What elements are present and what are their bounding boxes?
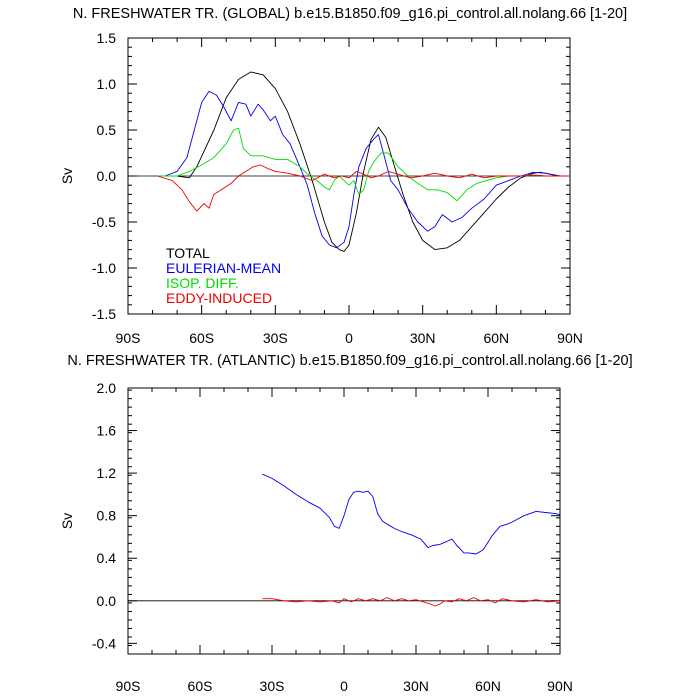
- y-tick-label: 1.6: [97, 423, 117, 439]
- x-tick-label: 60S: [189, 330, 214, 346]
- x-tick-label: 60N: [483, 330, 509, 346]
- x-tick-label: 0: [345, 330, 353, 346]
- legend-entry-total: TOTAL: [166, 245, 210, 261]
- series-line-eddy-induced: [157, 164, 570, 212]
- y-tick-label: -0.4: [92, 635, 116, 651]
- y-tick-label: -1.5: [92, 306, 116, 322]
- x-tick-label: 90S: [116, 330, 141, 346]
- x-tick-label: 30S: [260, 678, 285, 694]
- x-tick-label: 30S: [263, 330, 288, 346]
- y-tick-label: 0.0: [97, 168, 117, 184]
- y-tick-label: 0.8: [97, 508, 117, 524]
- legend: TOTAL EULERIAN-MEAN ISOP. DIFF. EDDY-IND…: [166, 245, 281, 306]
- y-axis: -0.4 0.0 0.4 0.8 1.2 1.6 2.0: [92, 380, 560, 655]
- panel-global: N. FRESHWATER TR. (GLOBAL) b.e15.B1850.f…: [59, 6, 627, 346]
- x-tick-label: 60N: [475, 678, 501, 694]
- series-layer: [128, 473, 561, 607]
- chart-title: N. FRESHWATER TR. (GLOBAL) b.e15.B1850.f…: [73, 6, 627, 22]
- panel-atlantic: N. FRESHWATER TR. (ATLANTIC) b.e15.B1850…: [59, 353, 633, 694]
- chart-title: N. FRESHWATER TR. (ATLANTIC) b.e15.B1850…: [67, 353, 632, 369]
- legend-entry-eulerian-mean: EULERIAN-MEAN: [166, 260, 281, 276]
- x-tick-label: 0: [340, 678, 348, 694]
- x-tick-label: 90N: [557, 330, 583, 346]
- x-tick-label: 60S: [188, 678, 213, 694]
- x-tick-label: 30N: [410, 330, 436, 346]
- x-tick-label: 90N: [547, 678, 573, 694]
- y-tick-label: -0.5: [92, 214, 116, 230]
- series-line-series-0: [262, 473, 561, 555]
- y-tick-label: 0.5: [97, 122, 117, 138]
- x-tick-label: 30N: [403, 678, 429, 694]
- series-line-isop-diff: [157, 127, 570, 202]
- series-line-eulerian-mean: [164, 90, 570, 249]
- x-axis: 90S 60S 30S 0 30N 60N 90N: [116, 388, 573, 694]
- y-tick-label: 2.0: [97, 380, 117, 396]
- x-axis: 90S 60S 30S 0 30N 60N 90N: [116, 38, 583, 346]
- plot-frame: [127, 387, 561, 655]
- legend-entry-isop-diff: ISOP. DIFF.: [166, 275, 239, 291]
- y-axis-label: Sv: [59, 513, 75, 529]
- y-tick-label: 1.5: [97, 30, 117, 46]
- series-line-series-1: [262, 597, 561, 607]
- series-line-total: [157, 71, 570, 252]
- series-layer: [128, 71, 570, 252]
- y-tick-label: 1.0: [97, 76, 117, 92]
- x-tick-label: 90S: [116, 678, 141, 694]
- y-tick-label: -1.0: [92, 260, 116, 276]
- y-tick-label: 0.0: [97, 593, 117, 609]
- y-tick-label: 1.2: [97, 465, 117, 481]
- legend-entry-eddy-induced: EDDY-INDUCED: [166, 290, 272, 306]
- y-axis-label: Sv: [59, 168, 75, 184]
- y-tick-label: 0.4: [97, 550, 117, 566]
